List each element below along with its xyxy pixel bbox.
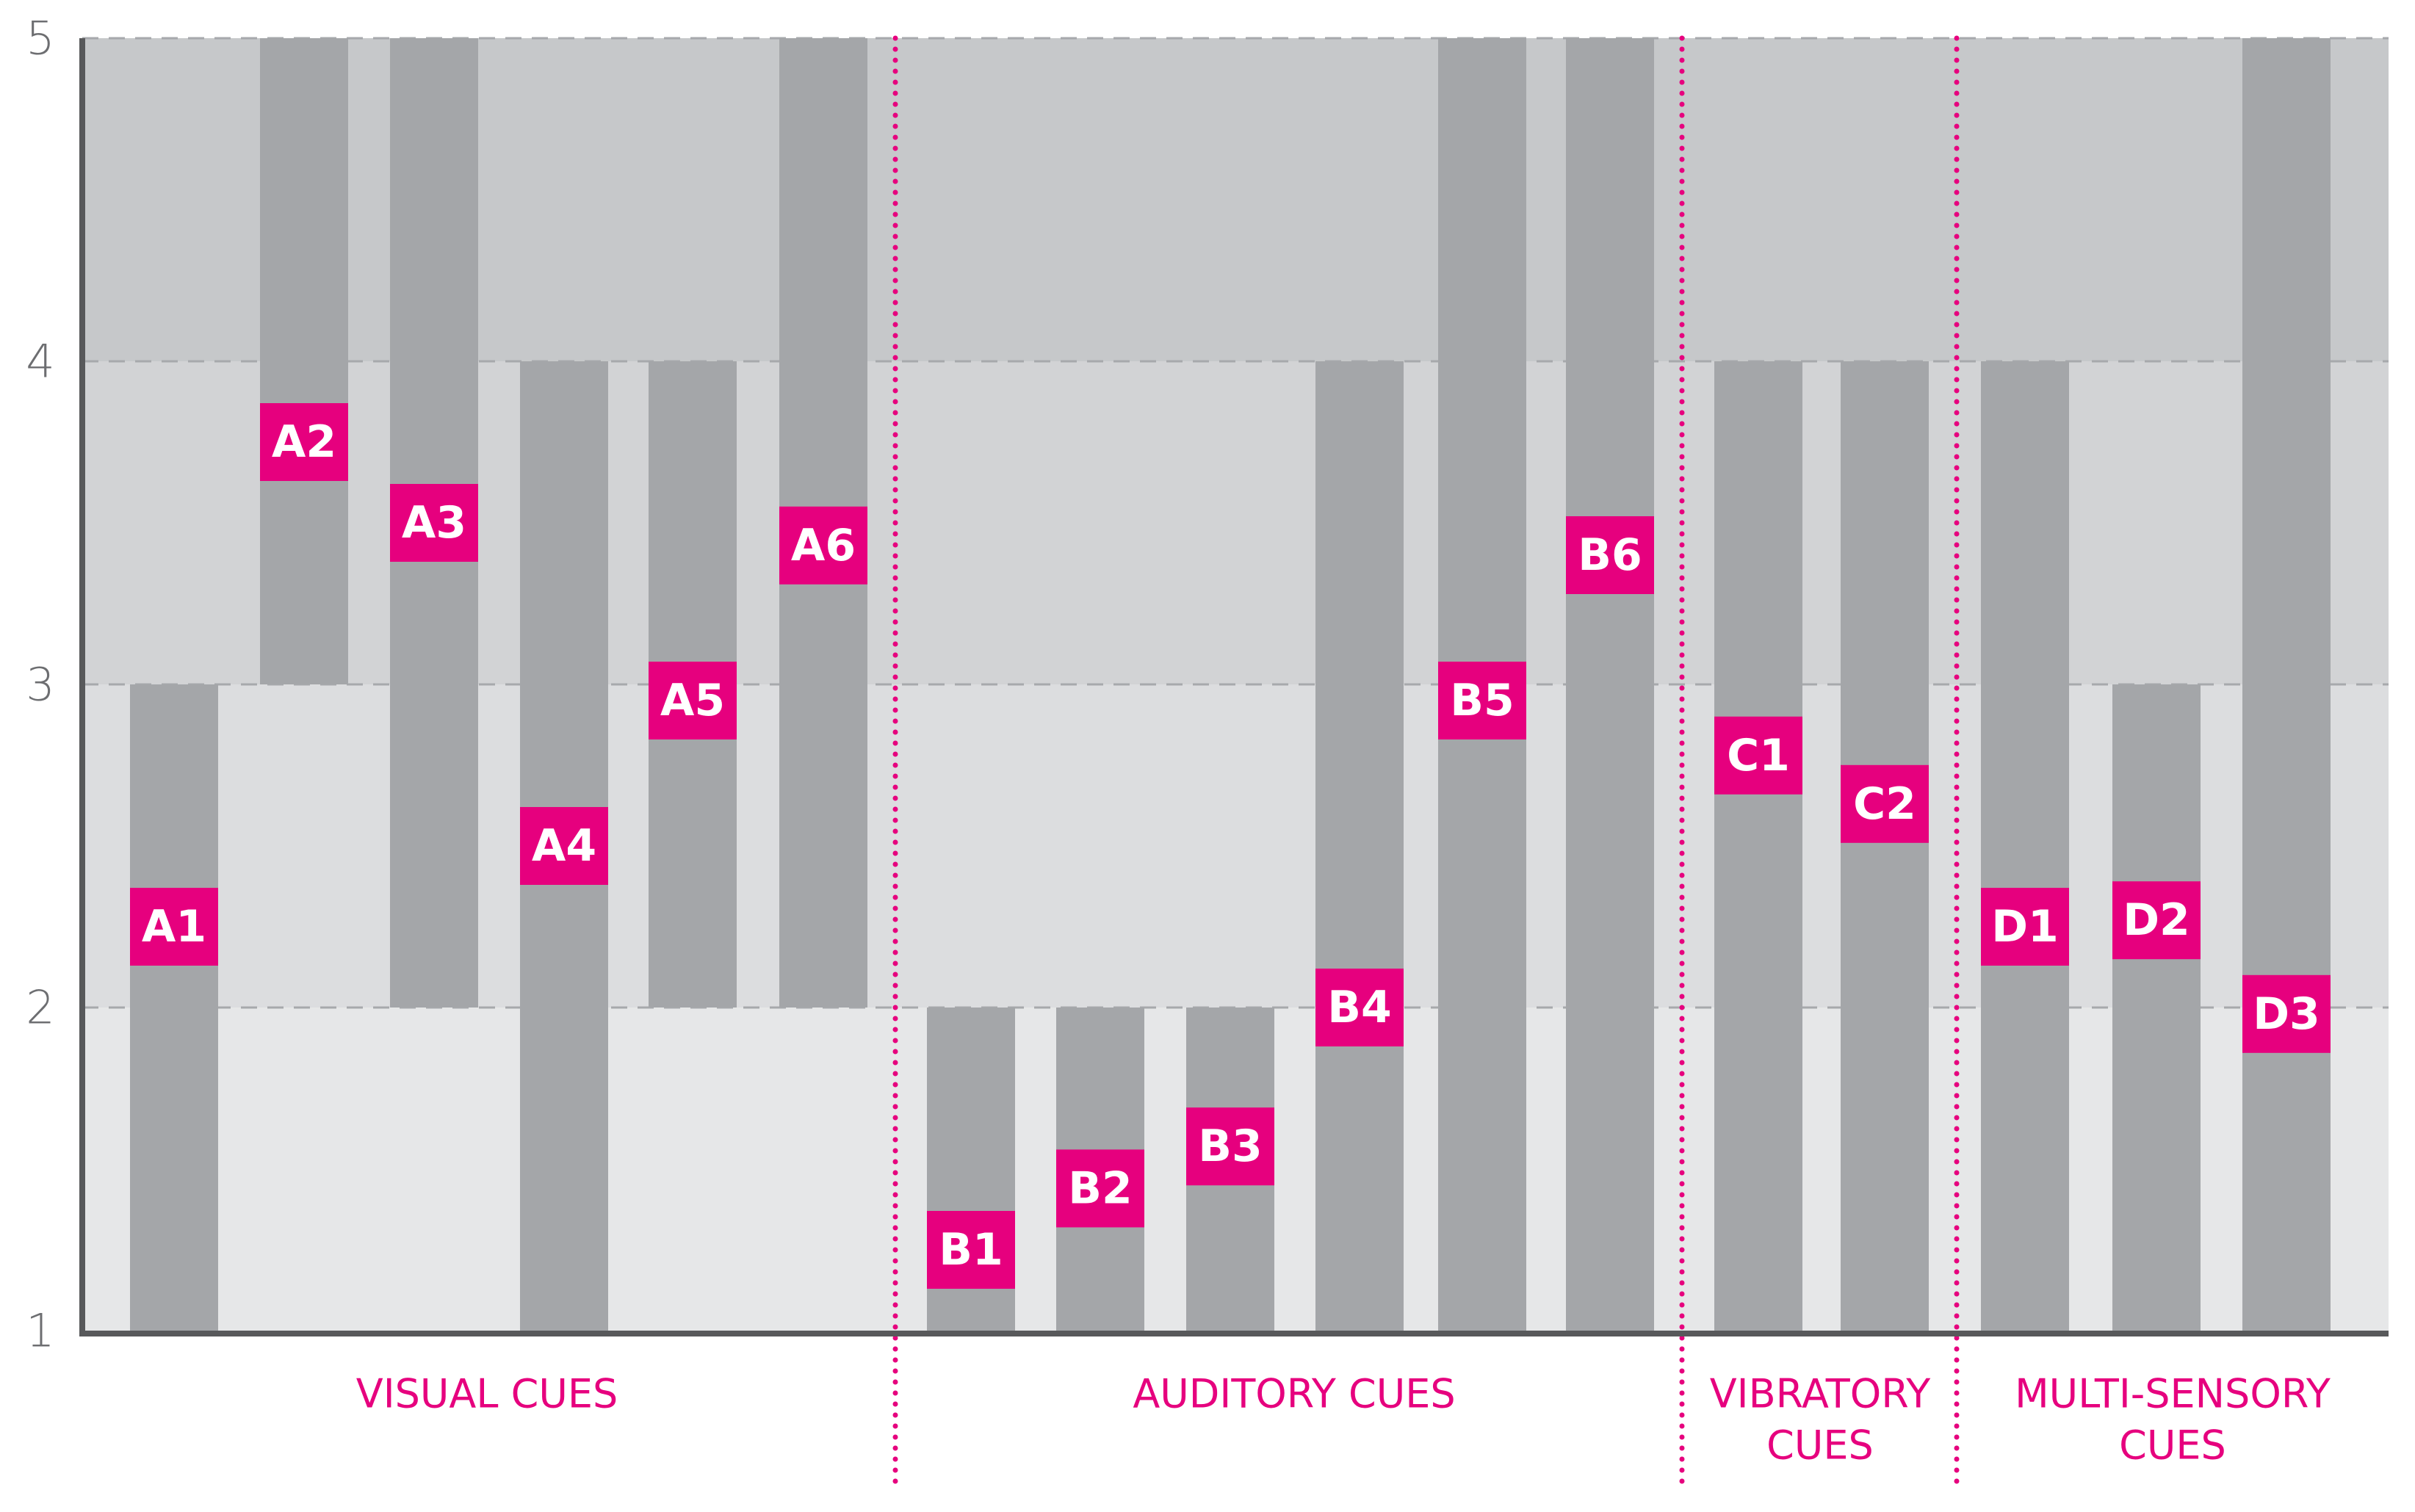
bar-d2 <box>2112 684 2201 1331</box>
marker-label-d2: D2 <box>2123 894 2190 946</box>
marker-d2: D2 <box>2112 881 2201 960</box>
marker-d1: D1 <box>1981 888 2069 966</box>
marker-box-b1 <box>927 1211 1015 1289</box>
marker-box-d2 <box>2112 881 2201 960</box>
marker-a4: A4 <box>520 807 608 885</box>
marker-label-a5: A5 <box>660 675 725 726</box>
marker-box-b6 <box>1566 516 1654 594</box>
marker-box-a2 <box>260 403 348 481</box>
marker-box-a4 <box>520 807 608 885</box>
group-label-line-4-1: MULTI-SENSORY <box>2015 1371 2331 1417</box>
marker-label-a6: A6 <box>791 520 856 571</box>
group-label-3: VIBRATORY CUES <box>1710 1371 1932 1469</box>
bar-a1 <box>130 684 218 1331</box>
marker-label-d1: D1 <box>1991 901 2059 952</box>
marker-box-a5 <box>649 662 737 739</box>
bar-b4 <box>1315 361 1404 1331</box>
bar-markers: A1 A2 A3 A4 A5 A6 B1 B2 B3 B4 B5 B6 C1 C2 D1 D2 D3 <box>130 403 2331 1289</box>
marker-label-b2: B2 <box>1068 1162 1132 1214</box>
marker-box-b4 <box>1315 969 1404 1046</box>
bar-a2 <box>260 38 348 684</box>
marker-label-c2: C2 <box>1853 778 1916 830</box>
y-tick-label-4: 4 <box>26 335 54 388</box>
y-tick-label-2: 2 <box>26 981 54 1035</box>
bar-b6 <box>1566 38 1654 1331</box>
marker-a6: A6 <box>779 506 867 585</box>
group-label-line-2-1: AUDITORY CUES <box>1133 1371 1455 1417</box>
marker-label-b4: B4 <box>1327 982 1391 1033</box>
y-tick-label-1: 1 <box>26 1304 54 1358</box>
group-label-line-3-2: CUES <box>1766 1422 1874 1469</box>
group-label-4: MULTI-SENSORY CUES <box>2015 1371 2331 1469</box>
group-label-line-4-2: CUES <box>2119 1422 2226 1469</box>
y-tick-label-5: 5 <box>26 12 54 65</box>
marker-a1: A1 <box>130 888 218 966</box>
marker-box-a6 <box>779 506 867 585</box>
group-separators <box>892 35 1960 1495</box>
marker-label-b5: B5 <box>1450 675 1514 726</box>
bar-d3 <box>2242 38 2331 1331</box>
marker-box-a3 <box>390 484 478 562</box>
y-axis-ticks: 1 2 3 4 5 <box>26 12 54 1358</box>
marker-c2: C2 <box>1841 764 1929 843</box>
group-label-2: AUDITORY CUES <box>1133 1371 1455 1417</box>
group-label-line-1-1: VISUAL CUES <box>356 1371 618 1417</box>
marker-b1: B1 <box>927 1211 1015 1289</box>
marker-a3: A3 <box>390 484 478 562</box>
bar-d1 <box>1981 361 2069 1331</box>
marker-label-a3: A3 <box>402 497 466 549</box>
group-label-1: VISUAL CUES <box>356 1371 618 1417</box>
marker-label-a4: A4 <box>532 820 596 872</box>
marker-box-a1 <box>130 888 218 966</box>
axes <box>79 38 2389 1336</box>
marker-label-a2: A2 <box>272 416 336 468</box>
marker-b2: B2 <box>1056 1149 1144 1228</box>
marker-b5: B5 <box>1438 662 1526 739</box>
bar-series <box>130 38 2331 1331</box>
marker-a5: A5 <box>649 662 737 739</box>
marker-box-d1 <box>1981 888 2069 966</box>
marker-box-b3 <box>1186 1107 1274 1186</box>
marker-d3: D3 <box>2242 974 2331 1053</box>
marker-b6: B6 <box>1566 516 1654 594</box>
marker-a2: A2 <box>260 403 348 481</box>
marker-label-b3: B3 <box>1198 1121 1262 1172</box>
bar-c2 <box>1841 361 1929 1331</box>
group-labels: VISUAL CUES AUDITORY CUES VIBRATORYCUESMUL… <box>356 1371 2331 1469</box>
group-label-line-3-1: VIBRATORY <box>1710 1371 1932 1417</box>
marker-box-b2 <box>1056 1149 1144 1228</box>
marker-box-c1 <box>1714 716 1802 795</box>
marker-b3: B3 <box>1186 1107 1274 1186</box>
y-tick-label-3: 3 <box>26 658 54 712</box>
marker-b4: B4 <box>1315 969 1404 1046</box>
marker-label-d3: D3 <box>2253 988 2320 1040</box>
marker-c1: C1 <box>1714 716 1802 795</box>
marker-label-b1: B1 <box>939 1224 1003 1276</box>
marker-label-c1: C1 <box>1727 730 1790 781</box>
marker-label-a1: A1 <box>142 901 206 952</box>
marker-label-b6: B6 <box>1578 529 1642 581</box>
marker-box-c2 <box>1841 764 1929 843</box>
marker-box-b5 <box>1438 662 1526 739</box>
bar-c1 <box>1714 361 1802 1331</box>
marker-box-d3 <box>2242 974 2331 1053</box>
